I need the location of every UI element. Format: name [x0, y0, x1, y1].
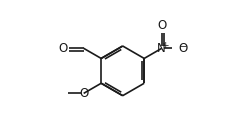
Text: −: −	[179, 41, 186, 50]
Text: O: O	[79, 87, 88, 100]
Text: O: O	[59, 42, 68, 55]
Text: N: N	[157, 42, 166, 55]
Text: O: O	[157, 19, 166, 32]
Text: O: O	[178, 42, 188, 55]
Text: +: +	[161, 41, 169, 50]
